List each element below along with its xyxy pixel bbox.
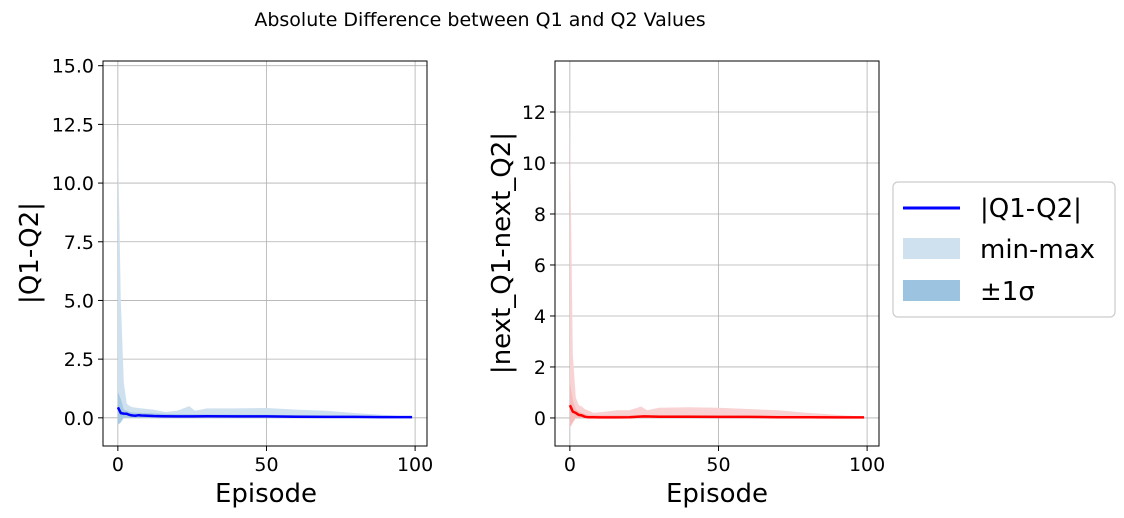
- right-panel: |next_Q1-next_Q2| Episode 0 50 100 0 2 4 6 8 10 1…: [487, 60, 885, 509]
- left-panel: |Q1-Q2| Episode 0 50 100 0.0 2.5 5.0 7.5 10.0 12…: [15, 56, 433, 509]
- left-y-tick-label: 15.0: [52, 56, 94, 78]
- left-y-tick-label: 7.5: [64, 232, 94, 254]
- legend-label-std: ±1σ: [980, 277, 1035, 307]
- right-x-tick-label: 0: [564, 454, 576, 476]
- left-x-tick-label: 50: [254, 454, 278, 476]
- legend: |Q1-Q2| min-max ±1σ: [892, 181, 1116, 318]
- right-y-tick-label: 10: [522, 153, 546, 175]
- figure-title: Absolute Difference between Q1 and Q2 Va…: [254, 9, 705, 31]
- right-mean-line: [568, 404, 865, 419]
- left-y-axis-label: |Q1-Q2|: [15, 202, 45, 304]
- left-minmax-band: [117, 136, 413, 425]
- right-y-tick-label: 6: [534, 255, 546, 277]
- legend-minmax-swatch: [903, 238, 960, 259]
- right-std-band: [569, 382, 865, 427]
- right-y-tick-label: 4: [534, 306, 546, 328]
- left-axes-frame: [102, 60, 428, 447]
- left-x-tick-label: 0: [112, 454, 124, 476]
- right-y-tick-label: 12: [522, 102, 546, 124]
- right-axes-frame: [554, 60, 880, 447]
- left-x-axis-label: Episode: [215, 479, 317, 509]
- left-y-tick-label: 5.0: [64, 290, 94, 312]
- right-y-tick-label: 8: [534, 204, 546, 226]
- right-x-axis-label: Episode: [666, 479, 768, 509]
- right-y-tick-label: 2: [534, 357, 546, 379]
- left-y-tick-label: 0.0: [64, 408, 94, 430]
- right-x-tick-label: 100: [849, 454, 885, 476]
- right-minmax-band: [569, 124, 865, 429]
- left-mean-line: [116, 406, 413, 419]
- left-y-tick-label: 12.5: [52, 114, 94, 136]
- left-x-tick-label: 100: [397, 454, 433, 476]
- legend-label-minmax: min-max: [980, 235, 1095, 265]
- left-y-tick-label: 2.5: [64, 349, 94, 371]
- legend-label-mean: |Q1-Q2|: [980, 194, 1082, 224]
- right-y-axis-label: |next_Q1-next_Q2|: [487, 132, 517, 374]
- right-y-tick-label: 0: [534, 408, 546, 430]
- legend-std-swatch: [903, 280, 960, 301]
- right-x-tick-label: 50: [706, 454, 730, 476]
- left-y-tick-label: 10.0: [52, 173, 94, 195]
